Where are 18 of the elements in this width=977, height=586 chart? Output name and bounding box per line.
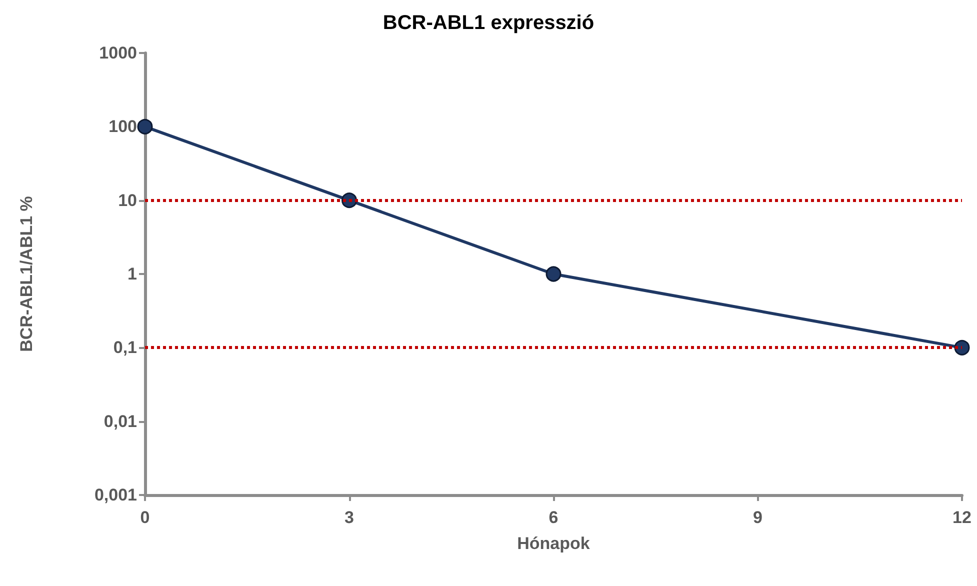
x-tick-label: 3 <box>344 508 354 527</box>
y-tick-label: 0,001 <box>94 486 137 504</box>
y-axis-title: BCR-ABL1/ABL1 % <box>17 196 36 352</box>
x-tick-label: 9 <box>753 508 762 527</box>
y-tick-label: 10 <box>118 190 137 210</box>
point <box>137 118 153 134</box>
x-tick-label: 12 <box>952 508 972 527</box>
y-tick-label: 0,01 <box>104 412 137 431</box>
chart-title: BCR-ABL1 expresszió <box>382 12 594 34</box>
x-tick-label: 6 <box>548 508 558 527</box>
y-tick-label: 0,1 <box>113 338 137 358</box>
point <box>546 266 562 282</box>
point <box>954 340 970 356</box>
x-tick-label: 0 <box>140 508 150 527</box>
y-tick-label: 1000 <box>99 44 137 62</box>
x-axis-title: Hónapok <box>517 534 590 553</box>
y-tick-label: 100 <box>108 117 137 136</box>
y-tick-label: 1 <box>128 264 137 284</box>
